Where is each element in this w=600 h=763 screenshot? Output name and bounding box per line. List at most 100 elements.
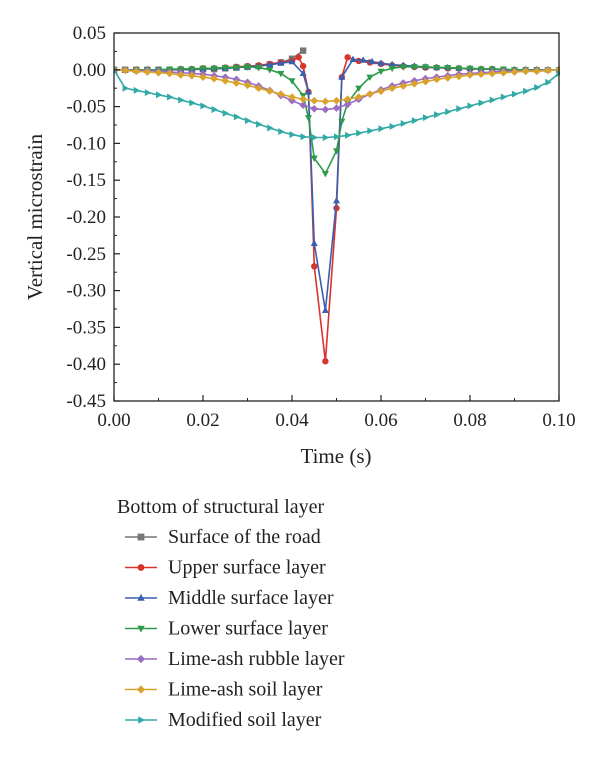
data-point bbox=[304, 88, 312, 95]
data-point bbox=[456, 105, 463, 113]
x-axis-title: Time (s) bbox=[301, 444, 372, 468]
data-point bbox=[332, 96, 341, 105]
data-point bbox=[455, 72, 463, 81]
data-point bbox=[400, 120, 408, 128]
y-tick-label: -0.40 bbox=[66, 354, 106, 375]
data-point bbox=[232, 79, 241, 87]
data-point bbox=[332, 148, 341, 155]
data-point bbox=[410, 79, 419, 88]
data-point bbox=[167, 93, 174, 101]
axes: 0.00 0.02 0.04 0.06 0.08 0.10 0.05 0.00 -0.05 -0.… bbox=[66, 23, 575, 431]
x-tick-label: 0.00 bbox=[97, 410, 130, 431]
data-point bbox=[310, 155, 318, 162]
series-lower-surface-layer bbox=[114, 64, 560, 178]
data-point bbox=[421, 64, 430, 71]
data-point bbox=[299, 62, 307, 70]
data-point bbox=[188, 71, 196, 80]
y-tick-label: -0.25 bbox=[66, 244, 106, 265]
data-point bbox=[299, 95, 307, 104]
data-point bbox=[521, 67, 530, 76]
data-point bbox=[277, 59, 285, 66]
series-line bbox=[114, 50, 304, 71]
data-point bbox=[255, 65, 263, 72]
data-point bbox=[189, 99, 196, 107]
data-point bbox=[443, 74, 452, 82]
legend-item: Modified soil layer bbox=[125, 709, 322, 731]
data-point bbox=[432, 75, 441, 84]
data-point bbox=[466, 71, 474, 79]
data-point bbox=[143, 68, 152, 76]
data-point bbox=[368, 57, 376, 65]
data-point bbox=[388, 84, 396, 93]
data-point bbox=[233, 113, 241, 121]
data-point bbox=[388, 60, 396, 68]
series-lime-ash-soil-layer bbox=[114, 65, 560, 106]
legend-title: Bottom of structural layer bbox=[117, 496, 325, 518]
x-tick-label: 0.04 bbox=[275, 410, 309, 431]
y-tick-label: -0.35 bbox=[66, 317, 106, 338]
data-point bbox=[176, 71, 185, 79]
data-point bbox=[144, 89, 152, 97]
data-point bbox=[377, 68, 385, 76]
data-point bbox=[378, 125, 385, 133]
data-point bbox=[288, 57, 296, 65]
legend-label: Surface of the road bbox=[168, 526, 321, 548]
legend-label: Lime-ash rubble layer bbox=[168, 648, 345, 670]
data-point bbox=[278, 128, 285, 136]
data-point bbox=[299, 69, 307, 77]
data-point bbox=[221, 65, 229, 72]
y-tick-label: -0.20 bbox=[66, 207, 106, 228]
data-point bbox=[321, 105, 330, 114]
data-point bbox=[322, 133, 330, 142]
data-point bbox=[154, 68, 163, 77]
data-point bbox=[532, 67, 541, 76]
legend-label: Modified soil layer bbox=[168, 709, 322, 731]
data-point bbox=[434, 111, 441, 119]
data-point bbox=[300, 133, 307, 141]
y-tick-label: 0.05 bbox=[73, 23, 106, 44]
data-point bbox=[455, 65, 463, 73]
data-point bbox=[355, 85, 363, 93]
data-point bbox=[356, 129, 363, 137]
data-point bbox=[321, 306, 329, 314]
data-point bbox=[178, 96, 185, 104]
data-point bbox=[311, 133, 319, 142]
data-point bbox=[199, 73, 207, 81]
data-point bbox=[288, 93, 296, 101]
x-tick-label: 0.06 bbox=[364, 410, 397, 431]
data-point bbox=[338, 118, 346, 126]
legend-item: Middle surface layer bbox=[125, 587, 334, 609]
legend-item: Lower surface layer bbox=[125, 618, 328, 640]
data-point bbox=[232, 65, 240, 72]
data-point bbox=[265, 87, 274, 95]
series-layer bbox=[114, 47, 560, 365]
legend-swatch-marker bbox=[137, 533, 145, 541]
data-point bbox=[299, 47, 307, 54]
legend-swatch-marker bbox=[136, 654, 146, 664]
data-point bbox=[256, 120, 263, 128]
data-point bbox=[343, 95, 352, 104]
y-tick-label: -0.45 bbox=[66, 391, 106, 412]
data-point bbox=[267, 124, 274, 132]
data-point bbox=[354, 93, 363, 101]
data-point bbox=[523, 87, 530, 95]
data-point bbox=[489, 96, 497, 104]
data-point bbox=[421, 77, 430, 86]
data-point bbox=[200, 102, 207, 110]
data-point bbox=[332, 104, 341, 112]
data-point bbox=[433, 65, 441, 72]
legend-item: Lime-ash soil layer bbox=[125, 679, 323, 701]
data-point bbox=[254, 84, 263, 93]
data-point bbox=[288, 78, 296, 85]
legend-swatch-marker bbox=[137, 593, 145, 601]
data-point bbox=[445, 108, 452, 116]
legend-label: Upper surface layer bbox=[168, 557, 326, 579]
data-point bbox=[366, 74, 374, 81]
data-point bbox=[510, 68, 519, 76]
data-point bbox=[211, 106, 218, 114]
data-point bbox=[243, 64, 252, 71]
data-point bbox=[544, 66, 552, 75]
data-point bbox=[243, 81, 252, 90]
data-point bbox=[343, 100, 352, 109]
